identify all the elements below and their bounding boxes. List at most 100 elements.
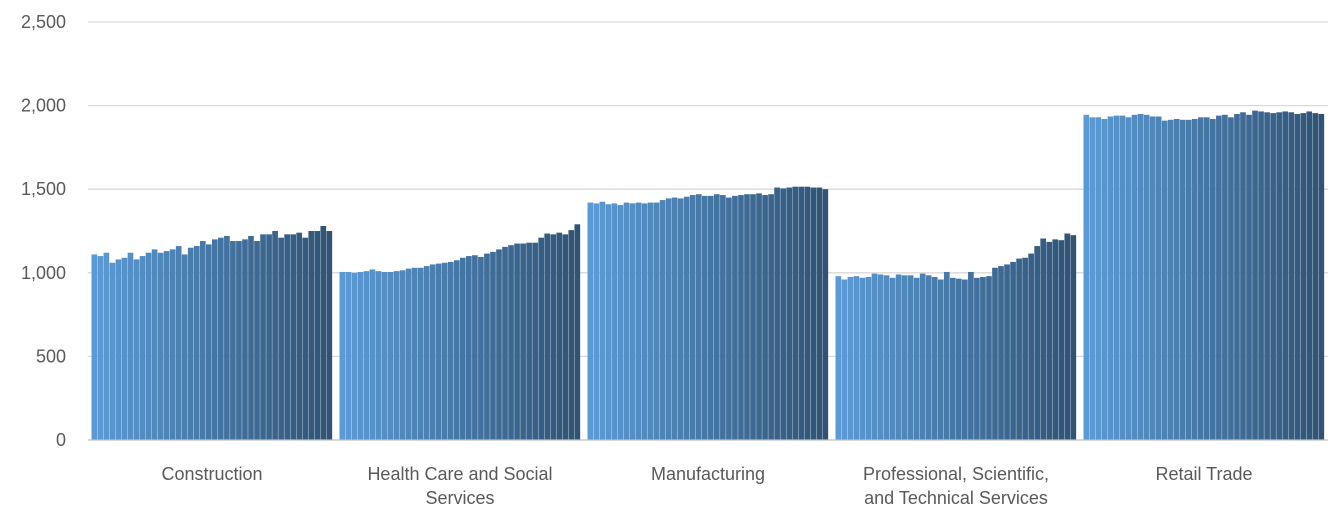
bar (205, 244, 212, 440)
category-bar-group (339, 224, 581, 440)
bar (708, 195, 714, 440)
bar (695, 194, 702, 440)
bar (865, 276, 872, 440)
bar (556, 232, 563, 440)
bar (889, 277, 896, 440)
category-bar-group (587, 186, 829, 440)
bar (980, 276, 986, 440)
bar (810, 187, 817, 440)
bar (568, 230, 575, 440)
bar (653, 202, 660, 440)
bar (181, 254, 188, 440)
bar (1113, 115, 1120, 440)
bar (326, 231, 333, 440)
y-tick-label: 1,500 (21, 179, 66, 199)
bar (97, 256, 104, 440)
bar (544, 233, 551, 440)
bar (218, 237, 224, 440)
bar (121, 257, 128, 440)
bar (919, 273, 926, 440)
x-category-label-line: Construction (161, 464, 262, 484)
bar (956, 278, 962, 440)
bar (986, 276, 992, 440)
bar (937, 279, 944, 440)
bar (1143, 114, 1150, 441)
bar (399, 270, 406, 440)
bar (254, 241, 260, 440)
bar (647, 202, 654, 440)
bar (792, 186, 799, 440)
y-tick-label: 1,000 (21, 263, 66, 283)
bar (230, 241, 236, 440)
bar (798, 186, 805, 440)
bar (974, 277, 980, 440)
bar (1167, 119, 1174, 440)
x-category-label-line: and Technical Services (864, 488, 1048, 508)
bar (877, 274, 884, 440)
bar (659, 200, 666, 440)
bar (550, 234, 557, 440)
bar (562, 234, 569, 440)
bar (236, 241, 242, 440)
x-category-label-line: Retail Trade (1155, 464, 1252, 484)
bar (460, 257, 466, 440)
bar (296, 232, 303, 440)
bar (1282, 111, 1289, 440)
bar (526, 242, 532, 440)
bar (665, 198, 672, 440)
bar (1270, 113, 1276, 441)
bar (1149, 116, 1156, 440)
bar (447, 261, 454, 440)
bar (187, 247, 194, 440)
x-category-label: Manufacturing (651, 464, 765, 484)
bar (623, 202, 630, 440)
bar (441, 262, 448, 440)
bar (133, 259, 140, 440)
bar (1288, 112, 1295, 440)
bar (913, 277, 920, 440)
bar (931, 276, 938, 440)
bar (774, 187, 780, 440)
x-category-label-line: Professional, Scientific, (863, 464, 1049, 484)
bar (835, 276, 842, 440)
bar (998, 266, 1004, 440)
bar (895, 274, 902, 440)
bar (1216, 115, 1222, 440)
bar (1131, 114, 1138, 441)
bar (193, 246, 200, 440)
bar (484, 253, 490, 440)
bar (750, 194, 756, 440)
bar (91, 254, 98, 440)
bar (284, 234, 290, 440)
bars (91, 110, 1325, 441)
bar (853, 276, 860, 440)
bar (272, 231, 278, 440)
bar (683, 196, 690, 440)
bar (1083, 114, 1090, 441)
bar (278, 237, 284, 440)
bar (1300, 113, 1307, 441)
bar (949, 277, 956, 440)
bar (968, 271, 974, 440)
bar (369, 269, 376, 440)
bar (260, 234, 266, 440)
bar (175, 246, 182, 440)
bar (816, 187, 823, 440)
bar (925, 275, 932, 440)
bar (1095, 117, 1102, 441)
bar (109, 262, 116, 440)
bar (429, 264, 436, 440)
bar (532, 242, 538, 440)
bar (290, 234, 297, 440)
bar (472, 255, 478, 440)
bar (1119, 115, 1126, 440)
bar (1046, 241, 1053, 440)
bar (405, 268, 412, 440)
bar (266, 234, 272, 440)
bar (701, 195, 708, 440)
bar (1040, 238, 1047, 440)
bar (780, 188, 786, 440)
bar (302, 237, 309, 440)
bar (502, 246, 508, 440)
bar (308, 231, 315, 440)
